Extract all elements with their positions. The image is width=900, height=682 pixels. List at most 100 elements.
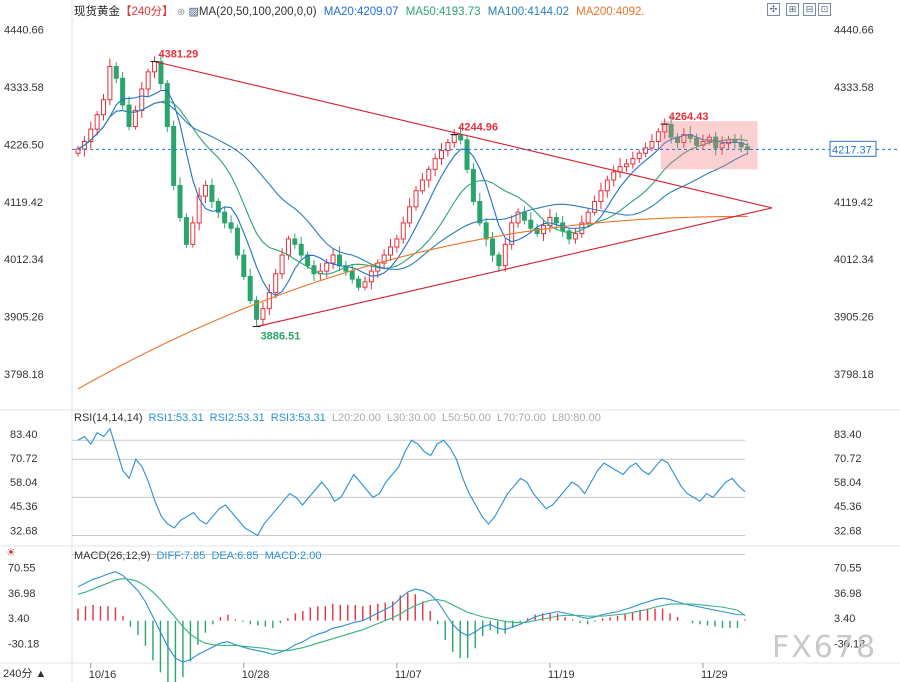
price-tick-left: 3798.18 [4,369,44,381]
ma-line-ma100 [77,101,748,271]
sun-icon[interactable]: ☀ [6,547,16,559]
ma100-value: MA100:4144.02 [487,6,569,18]
candle-body [432,158,438,170]
candle-body [356,278,362,288]
candle-body [668,123,674,138]
macd-value: MACD:2.00 [264,550,322,562]
price-tick-left: 4012.34 [4,254,44,266]
candle-body [145,71,151,90]
consolidation-box [660,121,758,170]
price-tick-left: 4333.58 [4,82,44,94]
current-price-tag-box [829,140,877,157]
candle-body [113,65,119,79]
candle-body [132,109,138,127]
candle-body [572,233,578,240]
price-tick-right: 4440.66 [834,25,874,37]
candle-body [483,222,489,240]
l70-value: L70:70.00 [496,412,546,424]
candle-body [553,217,559,224]
candle-body [458,134,464,141]
price-tick-left: 4440.66 [4,25,44,37]
candle-body [101,99,107,116]
candle-body [400,222,406,240]
zoom-in-icon[interactable]: ✣ [767,3,780,16]
period-badge[interactable]: 240分 ▲ [3,668,47,680]
macd-tick-right: -30.18 [834,638,865,650]
current-price-tag: 4217.37 [832,144,872,156]
candle-body [171,125,177,186]
candle-body [521,211,527,221]
l30-value: L30:30.00 [386,412,436,424]
candle-body [623,163,629,168]
candle-body [604,179,610,192]
price-tick-right: 3798.18 [834,369,874,381]
candle-body [336,254,342,267]
candle-body [445,142,451,152]
ma50-value: MA50:4193.73 [405,6,481,18]
diff-line [77,571,746,663]
candles-group [75,54,751,327]
macd-label: MACD(26,12,9) [74,550,151,562]
candle-body [643,147,649,154]
candle-body [158,61,164,85]
candle-body [515,211,521,224]
extreme-label: 3886.51 [261,331,301,343]
fullscreen-icon[interactable]: ⊡ [818,3,831,16]
price-tick-left: 3905.26 [4,311,44,323]
macd-tick-left: 70.55 [8,563,36,575]
candle-body [381,254,387,264]
candle-body [279,254,285,275]
macd-tick-right: 36.98 [834,588,862,600]
candle-body [324,262,330,272]
candle-body [209,184,215,202]
candle-body [470,168,476,202]
rsi-tick-right: 32.68 [834,525,862,537]
extreme-label: 4244.96 [458,122,498,134]
ma20-value: MA20:4209.07 [323,6,399,18]
candle-body [190,222,196,245]
period-selector[interactable]: 【240分】 [120,6,174,18]
candle-body [177,184,183,219]
rsi-tick-right: 58.04 [834,477,862,489]
candle-body [534,227,540,235]
candle-body [413,190,419,208]
candle-body [611,171,617,181]
candle-body [566,230,572,240]
candle-body [362,281,368,288]
candle-body [745,146,751,151]
candle-body [681,134,687,144]
candle-body [222,211,228,224]
candle-body [649,140,655,149]
candle-body [426,168,432,181]
candle-body [120,77,126,106]
candle-body [407,206,413,224]
price-panel-header: 现货黄金【240分】 ⊕ ▨MA(20,50,100,200,0,0) MA20… [74,3,645,19]
candle-body [477,200,483,224]
rsi-line [77,427,746,537]
ma-line-ma50 [77,99,748,275]
candle-body [247,275,253,302]
layout-icon[interactable]: ⊟ [803,3,816,16]
zoom-out-icon[interactable]: ⊞ [786,3,799,16]
candle-body [713,136,719,149]
candle-body [330,254,336,264]
l50-value: L50:50.00 [441,412,491,424]
candle-body [387,246,393,256]
price-tick-right: 4012.34 [834,254,874,266]
candle-body [598,190,604,202]
candle-body [528,219,534,229]
rsi-tick-left: 58.04 [10,477,38,489]
candle-body [285,238,291,256]
extreme-label: 4264.43 [669,111,709,123]
candle-body [343,265,349,272]
candle-body [234,227,240,256]
price-tick-left: 4226.50 [4,139,44,151]
rsi-tick-right: 83.40 [834,429,862,441]
candle-body [451,134,457,144]
dea-line [77,577,746,652]
price-tick-right: 3905.26 [834,311,874,323]
candle-body [228,222,234,229]
macd-tick-right: 70.55 [834,563,862,575]
settings-icon[interactable]: ⊕ [176,7,186,18]
candle-body [439,150,445,160]
